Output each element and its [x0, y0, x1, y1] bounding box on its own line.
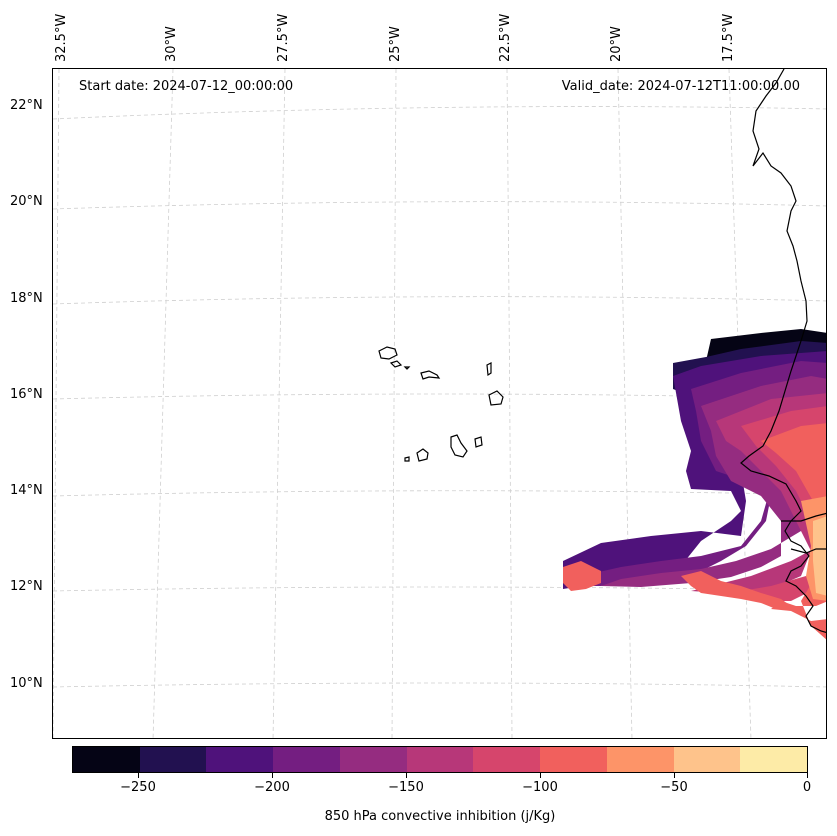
- island-maio: [474, 436, 483, 448]
- colorbar-tick-label: −250: [120, 780, 156, 795]
- gambia-river: [781, 512, 826, 522]
- valid-date-label: Valid_date: 2024-07-12T11:00:00.00: [561, 79, 800, 94]
- colorbar-segment-3: [273, 747, 340, 772]
- lat-label-10n: 10°N: [10, 676, 43, 691]
- colorbar-segment-7: [540, 747, 607, 772]
- lon-label-25w: 25°W: [388, 26, 403, 62]
- colorbar-tick-mark: [540, 773, 541, 778]
- island-santiago: [450, 434, 468, 458]
- colorbar-tick-mark: [674, 773, 675, 778]
- colorbar-tick-mark: [406, 773, 407, 778]
- lat-label-18n: 18°N: [10, 291, 43, 306]
- lat-label-12n: 12°N: [10, 579, 43, 594]
- graticule: [53, 69, 826, 738]
- colorbar-segment-8: [606, 747, 674, 772]
- lon-label-32-5w: 32.5°W: [54, 13, 69, 62]
- island-sao-nicolau: [420, 370, 441, 380]
- colorbar-tick-mark: [272, 773, 273, 778]
- cin-band-25: [813, 516, 826, 596]
- colorbar-tick-label: 0: [802, 780, 812, 795]
- lon-label-17-5w: 17.5°W: [721, 13, 736, 62]
- cin-band-75: [761, 423, 826, 640]
- cin-patch-west: [563, 561, 601, 591]
- lon-label-20w: 20°W: [609, 26, 624, 62]
- colorbar-tick-mark: [138, 773, 139, 778]
- island-brava: [404, 456, 410, 462]
- colorbar-segment-4: [339, 747, 407, 772]
- colorbar-segment-9: [673, 747, 741, 772]
- start-date-label: Start date: 2024-07-12_00:00:00: [79, 79, 294, 94]
- guinea-border: [790, 548, 826, 554]
- colorbar-tick-mark: [807, 773, 808, 778]
- colorbar: [72, 746, 808, 773]
- colorbar-segment-5: [406, 747, 474, 772]
- island-santo-antao: [378, 346, 398, 360]
- colorbar-segment-2: [206, 747, 274, 772]
- cin-patch-south: [681, 571, 791, 609]
- island-sal: [486, 362, 492, 377]
- island-fogo: [416, 448, 429, 462]
- colorbar-tick-label: −50: [660, 780, 688, 795]
- colorbar-tick-label: −150: [388, 780, 424, 795]
- cin-field: [563, 329, 826, 640]
- coastlines: [378, 69, 826, 634]
- map-panel: Start date: 2024-07-12_00:00:00 Valid_da…: [52, 68, 827, 739]
- map-canvas: [53, 69, 826, 738]
- lon-label-30w: 30°W: [164, 26, 179, 62]
- lon-label-27-5w: 27.5°W: [276, 13, 291, 62]
- lat-label-14n: 14°N: [10, 483, 43, 498]
- island-santa-luzia: [403, 366, 411, 370]
- lon-label-22-5w: 22.5°W: [498, 13, 513, 62]
- lat-label-22n: 22°N: [10, 98, 43, 113]
- colorbar-segment-6: [473, 747, 541, 772]
- colorbar-segment-10: [740, 747, 808, 772]
- colorbar-tick-label: −200: [254, 780, 290, 795]
- colorbar-tick-label: −100: [522, 780, 558, 795]
- lat-label-16n: 16°N: [10, 387, 43, 402]
- island-boa-vista: [488, 390, 504, 406]
- lat-label-20n: 20°N: [10, 194, 43, 209]
- colorbar-segment-1: [139, 747, 207, 772]
- colorbar-title: 850 hPa convective inhibition (j/Kg): [324, 809, 556, 824]
- island-sao-vicente: [389, 360, 403, 368]
- african-coastline: [740, 69, 826, 634]
- colorbar-segment-0: [73, 747, 140, 772]
